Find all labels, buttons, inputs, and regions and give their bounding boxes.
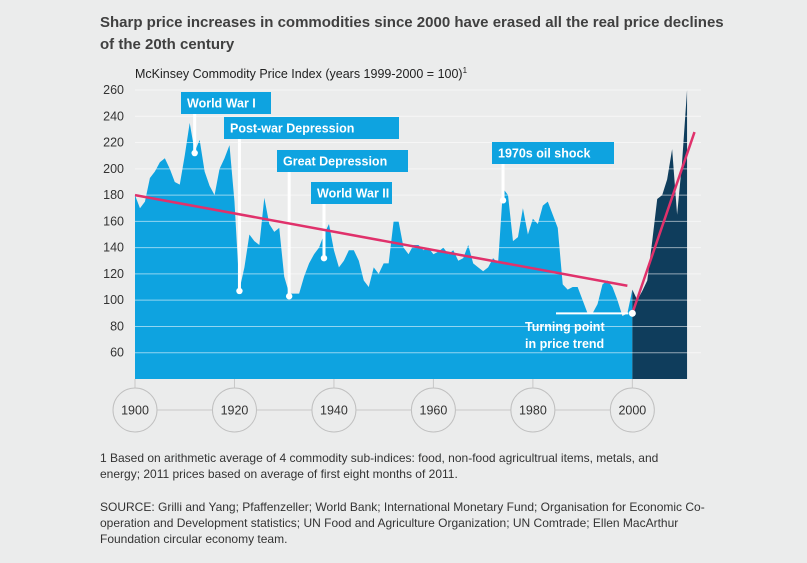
y-axis-label-footnote-marker: 1	[462, 66, 468, 75]
annotation-label: World War I	[187, 97, 256, 111]
trend-line	[631, 131, 696, 314]
trend-line	[134, 193, 628, 287]
y-tick-label: 160	[103, 214, 124, 228]
annotation-label: 1970s oil shock	[498, 147, 590, 161]
annotation-dot	[285, 293, 293, 300]
turning-point-label: in price trend	[525, 337, 604, 351]
x-tick-circle	[510, 387, 556, 433]
y-tick-label: 200	[103, 162, 124, 176]
x-tick-label: 1960	[420, 404, 448, 418]
turning-point-dot	[628, 309, 636, 317]
annotation-dot	[236, 287, 243, 295]
source-note: SOURCE: Grilli and Yang; Pfaffenzeller; …	[100, 500, 705, 546]
annotation-label: Great Depression	[283, 155, 387, 169]
annotation-dot	[499, 197, 507, 204]
y-tick-label: 60	[110, 346, 124, 360]
chart-title: Sharp price increases in commodities sin…	[100, 14, 724, 53]
x-tick-circle	[112, 387, 158, 433]
y-tick-label: 140	[103, 241, 124, 255]
area-1900-2000	[135, 122, 633, 379]
y-axis-label-text: McKinsey Commodity Price Index (years 19…	[135, 67, 463, 82]
y-tick-label: 100	[103, 293, 124, 307]
y-tick-label: 240	[103, 109, 124, 123]
annotation-label-box	[224, 117, 399, 139]
annotation-label: World War II	[317, 187, 389, 201]
turning-point-label: Turning point	[525, 320, 605, 334]
x-tick-circle	[311, 387, 357, 433]
x-tick-circle	[410, 387, 456, 433]
x-tick-label: 1940	[320, 404, 348, 418]
y-axis-label: McKinsey Commodity Price Index (years 19…	[135, 66, 467, 81]
annotation-label-box	[181, 92, 271, 114]
x-tick-label: 1920	[221, 404, 249, 418]
commodity-price-chart: 60 80 100 120 140 160 180 200 220 240 260 1900 1920 1…	[103, 83, 701, 433]
y-tick-label: 260	[103, 83, 124, 97]
x-tick-label: 2000	[618, 404, 646, 418]
footnote: 1 Based on arithmetic average of 4 commo…	[100, 451, 659, 481]
x-tick-label: 1900	[121, 404, 149, 418]
annotation-label-box	[277, 150, 408, 172]
x-tick-circle	[211, 387, 257, 433]
y-tick-label: 180	[103, 188, 124, 202]
x-tick-circle	[609, 387, 655, 433]
annotation-label-box	[492, 142, 614, 164]
annotation-label: Post-war Depression	[230, 122, 354, 136]
y-tick-label: 120	[103, 267, 124, 281]
y-tick-label: 220	[103, 136, 124, 150]
annotation-label-box	[311, 182, 392, 204]
annotation-dot	[191, 149, 198, 157]
y-tick-label: 80	[110, 319, 124, 333]
x-tick-label: 1980	[519, 404, 547, 418]
annotation-dot	[320, 254, 328, 262]
